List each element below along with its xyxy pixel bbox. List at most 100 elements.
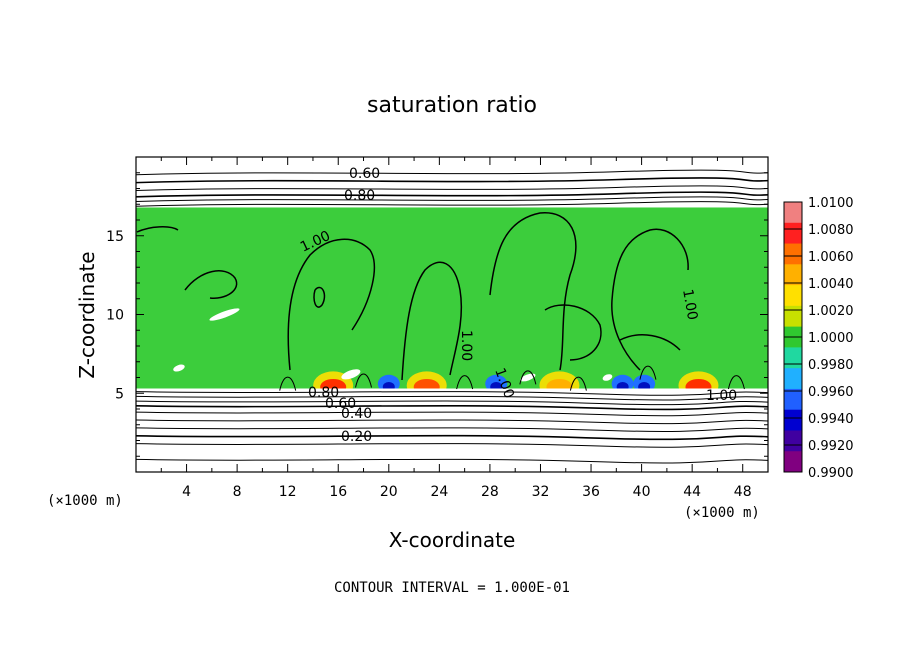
colorbar-label: 0.9940 <box>808 412 854 427</box>
x-tick-label: 12 <box>279 484 297 500</box>
contour-line-1-00 <box>611 228 689 371</box>
x-tick-labels: 4 8 12 16 20 24 28 32 36 40 44 48 <box>182 484 752 500</box>
contour-line-1-00 <box>184 270 238 299</box>
x-tick-label: 24 <box>430 484 448 500</box>
y-tick-labels: 5 10 15 <box>106 229 124 403</box>
colorbar: 1.0100 1.0080 1.0060 1.0040 1.0020 1.0000 0.99… <box>783 196 854 481</box>
x-tick-label: 32 <box>532 484 550 500</box>
contour-line-1-00 <box>544 304 602 361</box>
contour-line-lower <box>135 391 769 396</box>
colorbar-swatch <box>784 451 802 473</box>
plot-area: 0.600.801.001.001.001.00 1.000.800.600.40… <box>135 156 769 473</box>
colorbar-label: 0.9900 <box>808 466 854 481</box>
plume-core <box>685 378 712 389</box>
chart-title: saturation ratio <box>367 93 537 118</box>
contour-label: 1.00 <box>679 288 700 321</box>
colorbar-swatch <box>784 347 802 369</box>
field-background <box>136 207 768 389</box>
colorbar-swatch <box>784 388 802 411</box>
unsaturated-patch <box>341 369 361 380</box>
x-tick-label: 44 <box>683 484 701 500</box>
contour-line-1-00 <box>136 226 179 233</box>
x-tick-label: 4 <box>182 484 191 500</box>
plume-core <box>546 378 573 389</box>
colorbar-swatch <box>784 285 802 307</box>
colorbar-label: 0.9980 <box>808 358 854 373</box>
unsaturated-patch <box>209 308 240 321</box>
contour-wiggle <box>639 365 657 380</box>
contour-line-1-00 <box>401 261 463 381</box>
saturation-field <box>136 207 768 389</box>
contour-line-lower <box>135 458 769 464</box>
contour-line-lower <box>135 395 769 401</box>
dry-pocket-core <box>638 381 651 389</box>
contour-line-upper <box>135 185 769 191</box>
unsaturated-patch <box>520 373 536 382</box>
contour-label: 0.80 <box>308 385 339 401</box>
colorbar-label: 1.0000 <box>808 331 854 346</box>
contour-line-lower <box>135 427 769 432</box>
contour-wiggle <box>279 376 297 391</box>
contour-line-lower <box>135 419 769 425</box>
plume-core <box>320 378 347 389</box>
colorbar-swatch <box>784 222 802 245</box>
x-tick-label: 28 <box>481 484 499 500</box>
colorbar-label: 1.0060 <box>808 250 854 265</box>
contour-label: 0.80 <box>344 188 375 204</box>
colorbar-swatch <box>784 368 802 390</box>
contour-label: 0.60 <box>325 396 356 412</box>
contour-label: 1.00 <box>458 330 474 361</box>
contour-line-upper <box>135 201 769 207</box>
x-tick-label: 36 <box>582 484 600 500</box>
contour-line-lower <box>135 404 769 411</box>
contour-label: 0.40 <box>341 406 372 422</box>
colorbar-label: 1.0020 <box>808 304 854 319</box>
contour-line-lower <box>135 443 769 448</box>
contour-wiggle <box>456 375 474 390</box>
contour-line-upper <box>135 177 769 184</box>
y-axis-label: Z-coordinate <box>75 251 99 378</box>
contour-line-lower <box>135 400 769 406</box>
contour-wiggle <box>519 370 537 385</box>
x-axis-label: X-coordinate <box>389 528 516 552</box>
dry-pocket-core <box>382 381 395 389</box>
dry-pocket-core <box>616 381 629 389</box>
colorbar-swatch <box>784 305 802 328</box>
colorbar-swatch <box>784 202 802 224</box>
y-tick-label: 15 <box>106 229 124 245</box>
colorbar-swatch <box>784 430 802 452</box>
contour-line-1-00 <box>287 238 376 371</box>
x-unit-right: (×1000 m) <box>684 505 760 521</box>
colorbar-label: 1.0100 <box>808 196 854 211</box>
x-tick-label: 16 <box>329 484 347 500</box>
contour-label: 0.60 <box>349 166 380 182</box>
colorbar-label: 0.9960 <box>808 385 854 400</box>
contour-interval-note: CONTOUR INTERVAL = 1.000E-01 <box>334 580 570 596</box>
colorbar-swatch <box>784 264 802 286</box>
plume-core <box>413 378 440 389</box>
colorbar-swatch <box>784 409 802 431</box>
y-tick-label: 5 <box>115 386 124 402</box>
unsaturated-patch <box>173 364 185 372</box>
contour-line-1-00 <box>313 286 326 308</box>
contour-line-1-00 <box>619 334 681 351</box>
contour-wiggle <box>355 373 373 388</box>
colorbar-swatch <box>784 243 802 265</box>
colorbar-label: 0.9920 <box>808 439 854 454</box>
contour-line-upper <box>135 191 769 198</box>
contour-label: 1.00 <box>706 388 737 404</box>
contour-wiggle <box>727 375 745 390</box>
colorbar-label: 1.0080 <box>808 223 854 238</box>
contour-line-lower <box>135 411 769 417</box>
dry-pocket-core <box>490 381 503 389</box>
contour-label: 0.20 <box>341 429 372 445</box>
x-tick-label: 48 <box>734 484 752 500</box>
x-tick-label: 40 <box>633 484 651 500</box>
contour-line-upper <box>135 196 769 203</box>
contour-line-lower <box>135 434 769 441</box>
x-unit-left: (×1000 m) <box>47 493 123 509</box>
contour-line-upper <box>135 169 769 176</box>
colorbar-label: 1.0040 <box>808 277 854 292</box>
x-tick-label: 8 <box>233 484 242 500</box>
